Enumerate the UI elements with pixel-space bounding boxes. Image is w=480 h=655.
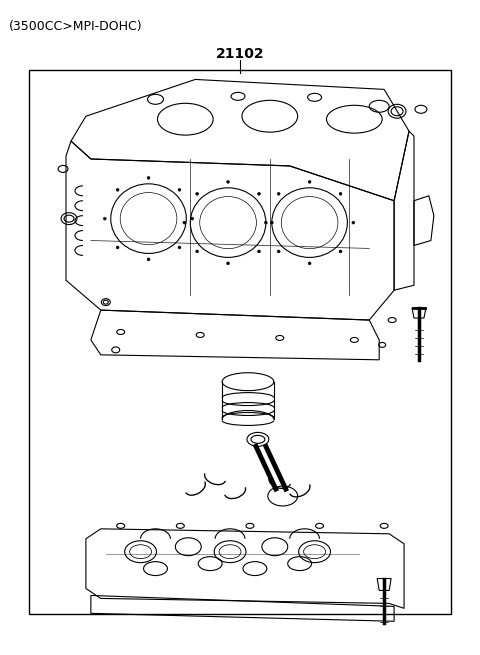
- Ellipse shape: [257, 193, 261, 195]
- Ellipse shape: [147, 176, 150, 179]
- Ellipse shape: [264, 221, 267, 224]
- Ellipse shape: [147, 258, 150, 261]
- Ellipse shape: [178, 189, 181, 191]
- Ellipse shape: [191, 217, 194, 220]
- Ellipse shape: [339, 193, 342, 195]
- Ellipse shape: [308, 262, 311, 265]
- Ellipse shape: [116, 189, 119, 191]
- Text: (3500CC>MPI-DOHC): (3500CC>MPI-DOHC): [9, 20, 143, 33]
- Ellipse shape: [196, 250, 199, 253]
- Bar: [29, 69, 451, 614]
- Ellipse shape: [116, 246, 119, 249]
- Text: 21102: 21102: [216, 47, 264, 61]
- Ellipse shape: [352, 221, 355, 224]
- Ellipse shape: [196, 193, 199, 195]
- Ellipse shape: [103, 217, 106, 220]
- Ellipse shape: [178, 246, 181, 249]
- Ellipse shape: [339, 250, 342, 253]
- Ellipse shape: [227, 262, 229, 265]
- Ellipse shape: [308, 180, 311, 183]
- Ellipse shape: [270, 221, 273, 224]
- Ellipse shape: [183, 221, 186, 224]
- Ellipse shape: [277, 193, 280, 195]
- Ellipse shape: [257, 250, 261, 253]
- Ellipse shape: [227, 180, 229, 183]
- Ellipse shape: [277, 250, 280, 253]
